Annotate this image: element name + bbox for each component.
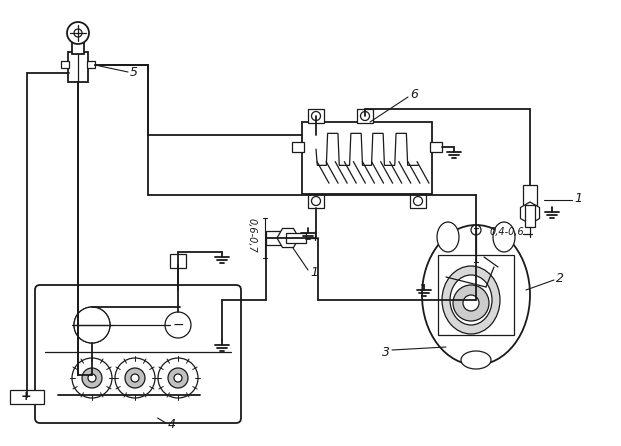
- Bar: [286, 233, 306, 243]
- Text: 1: 1: [310, 265, 318, 278]
- Circle shape: [168, 368, 188, 388]
- FancyBboxPatch shape: [35, 285, 241, 423]
- Circle shape: [88, 374, 96, 382]
- Text: 1: 1: [574, 191, 582, 205]
- Circle shape: [158, 358, 198, 398]
- Circle shape: [471, 225, 481, 235]
- Ellipse shape: [493, 222, 515, 252]
- Circle shape: [414, 197, 422, 206]
- Ellipse shape: [442, 266, 500, 334]
- Circle shape: [361, 112, 369, 120]
- Bar: [410, 194, 426, 208]
- Circle shape: [67, 22, 89, 44]
- Circle shape: [463, 295, 479, 311]
- Bar: [266, 231, 286, 245]
- Bar: [170, 254, 186, 268]
- Circle shape: [165, 312, 191, 338]
- Polygon shape: [277, 228, 299, 248]
- Bar: [68, 52, 88, 82]
- Bar: [308, 194, 324, 208]
- Text: +: +: [20, 391, 31, 404]
- Circle shape: [312, 197, 320, 206]
- Circle shape: [453, 285, 489, 321]
- Text: 4: 4: [168, 418, 176, 431]
- Text: 6: 6: [410, 88, 418, 102]
- Bar: [308, 109, 324, 123]
- Ellipse shape: [422, 225, 530, 365]
- Circle shape: [72, 358, 112, 398]
- Circle shape: [174, 374, 182, 382]
- Circle shape: [74, 307, 110, 343]
- Circle shape: [74, 307, 110, 343]
- Bar: [87, 61, 95, 68]
- Ellipse shape: [437, 222, 459, 252]
- Circle shape: [83, 316, 101, 334]
- Bar: [430, 142, 442, 152]
- Bar: [525, 205, 535, 227]
- Text: 0,6-0,7: 0,6-0,7: [247, 218, 257, 252]
- Polygon shape: [520, 202, 540, 224]
- Bar: [302, 122, 432, 194]
- Bar: [72, 42, 84, 54]
- Text: 2: 2: [556, 272, 564, 285]
- Bar: [523, 185, 537, 205]
- Circle shape: [115, 358, 155, 398]
- Bar: [10, 390, 44, 404]
- Circle shape: [74, 29, 82, 37]
- Circle shape: [312, 112, 320, 120]
- Circle shape: [125, 368, 145, 388]
- Circle shape: [131, 374, 139, 382]
- Bar: [357, 109, 373, 123]
- Text: −: −: [172, 318, 184, 332]
- Circle shape: [82, 368, 102, 388]
- Text: 5: 5: [130, 66, 138, 78]
- Text: 3: 3: [382, 346, 390, 359]
- Ellipse shape: [461, 351, 491, 369]
- Bar: [292, 142, 304, 152]
- Bar: [61, 61, 69, 68]
- Ellipse shape: [450, 275, 492, 325]
- Text: 0,4-0,6: 0,4-0,6: [490, 227, 525, 237]
- Bar: [438, 255, 514, 335]
